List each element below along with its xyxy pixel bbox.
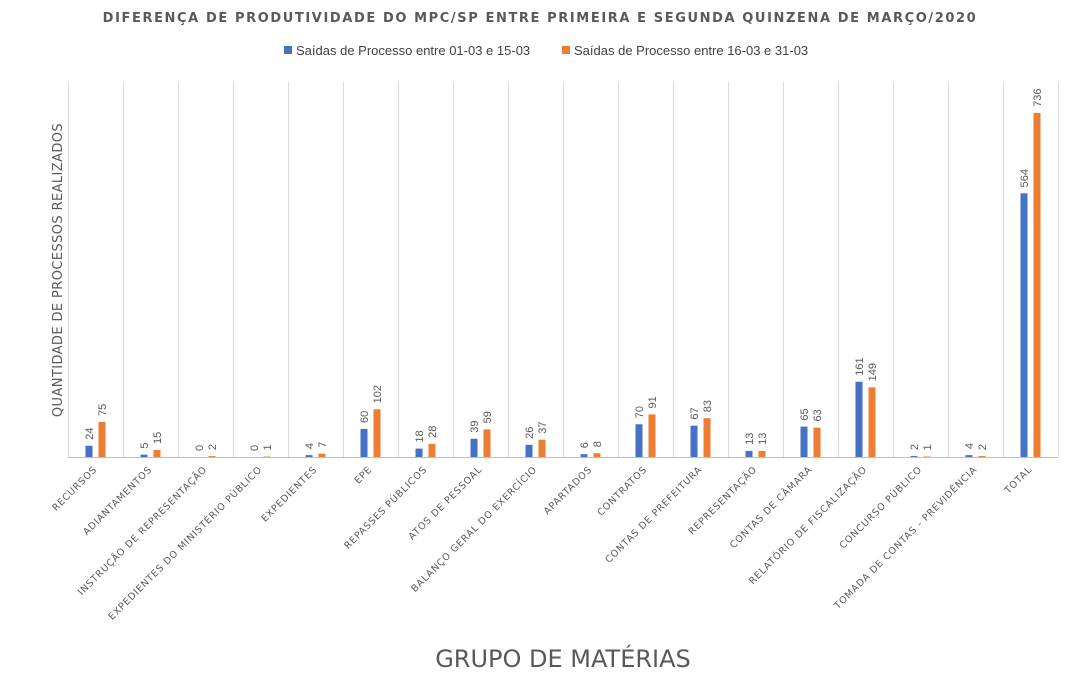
data-label-series-2-7: 59 bbox=[482, 411, 494, 423]
bar-series-2-1 bbox=[153, 449, 161, 457]
legend-label-series-2: Saídas de Processo entre 16-03 e 31-03 bbox=[574, 43, 808, 58]
data-label-series-1-9: 6 bbox=[579, 442, 591, 448]
bar-series-2-7 bbox=[483, 429, 491, 457]
data-label-series-2-5: 102 bbox=[372, 385, 384, 403]
x-tick-label-17: TOTAL bbox=[1002, 464, 1035, 497]
bar-series-2-2 bbox=[208, 456, 216, 457]
data-label-series-1-15: 2 bbox=[909, 444, 921, 450]
data-label-series-2-6: 28 bbox=[427, 426, 439, 438]
bar-series-1-13 bbox=[800, 426, 808, 457]
bar-series-2-10 bbox=[648, 414, 656, 457]
bar-series-2-13 bbox=[813, 427, 821, 457]
bar-series-2-11 bbox=[703, 418, 711, 457]
x-tick-label-5: EPE bbox=[353, 464, 375, 486]
bar-series-1-0 bbox=[85, 445, 93, 457]
x-tick-label-9: APARTADOS bbox=[542, 464, 595, 517]
bar-series-1-16 bbox=[965, 455, 973, 457]
data-label-series-2-1: 15 bbox=[152, 432, 164, 444]
data-label-series-1-6: 18 bbox=[414, 430, 426, 442]
bar-series-1-10 bbox=[635, 424, 643, 457]
data-label-series-1-5: 60 bbox=[359, 411, 371, 423]
bar-series-1-5 bbox=[360, 428, 368, 457]
bar-series-1-14 bbox=[855, 381, 863, 457]
data-label-series-1-2: 0 bbox=[194, 445, 206, 451]
data-label-series-1-13: 65 bbox=[799, 408, 811, 420]
legend-swatch-series-1 bbox=[284, 46, 292, 54]
data-label-series-2-9: 8 bbox=[592, 441, 604, 447]
data-label-series-1-10: 70 bbox=[634, 406, 646, 418]
x-tick-label-10: CONTRATOS bbox=[596, 464, 650, 518]
data-label-series-1-8: 26 bbox=[524, 427, 536, 439]
bar-series-1-4 bbox=[305, 455, 313, 457]
data-label-series-1-1: 5 bbox=[139, 443, 151, 449]
x-tick-label-14: RELATÓRIO DE FISCALIZAÇÃO bbox=[746, 464, 869, 587]
x-axis-title: GRUPO DE MATÉRIAS bbox=[435, 644, 691, 673]
x-tick-label-8: BALANÇO GERAL DO EXERCÍCIO bbox=[409, 464, 540, 595]
bar-series-1-8 bbox=[525, 444, 533, 457]
bar-series-2-0 bbox=[98, 421, 106, 457]
data-label-series-2-3: 1 bbox=[262, 444, 274, 450]
bar-series-2-12 bbox=[758, 450, 766, 457]
bar-series-2-4 bbox=[318, 453, 326, 457]
x-tick-label-4: EXPEDIENTES bbox=[259, 464, 319, 524]
data-label-series-2-0: 75 bbox=[97, 404, 109, 416]
data-label-series-2-10: 91 bbox=[647, 396, 659, 408]
bar-series-1-6 bbox=[415, 448, 423, 457]
data-label-series-1-12: 13 bbox=[744, 433, 756, 445]
bar-series-1-15 bbox=[910, 456, 918, 457]
data-label-series-2-4: 7 bbox=[317, 442, 329, 448]
data-label-series-2-11: 83 bbox=[702, 400, 714, 412]
y-axis-title: QUANTIDADE DE PROCESSOS REALIZADOS bbox=[51, 123, 66, 417]
chart-title: DIFERENÇA DE PRODUTIVIDADE DO MPC/SP ENT… bbox=[103, 11, 978, 26]
data-label-series-1-0: 24 bbox=[84, 428, 96, 440]
data-label-series-1-14: 161 bbox=[854, 357, 866, 375]
data-label-series-2-13: 63 bbox=[812, 409, 824, 421]
bar-series-2-14 bbox=[868, 387, 876, 457]
legend-swatch-series-2 bbox=[562, 46, 570, 54]
data-label-series-2-8: 37 bbox=[537, 421, 549, 433]
legend-label-series-1: Saídas de Processo entre 01-03 e 15-03 bbox=[296, 43, 530, 58]
bar-series-1-9 bbox=[580, 454, 588, 457]
data-label-series-1-17: 564 bbox=[1019, 169, 1031, 187]
bar-series-2-6 bbox=[428, 443, 436, 457]
bar-series-1-7 bbox=[470, 438, 478, 457]
bar-series-1-12 bbox=[745, 450, 753, 457]
x-tick-label-0: RECURSOS bbox=[50, 464, 99, 513]
data-label-series-1-3: 0 bbox=[249, 445, 261, 451]
data-label-series-1-7: 39 bbox=[469, 421, 481, 433]
data-label-series-1-16: 4 bbox=[964, 443, 976, 449]
x-tick-label-11: CONTAS DE PREFEITURA bbox=[603, 464, 704, 565]
data-label-series-2-16: 2 bbox=[977, 444, 989, 450]
data-label-series-1-4: 4 bbox=[304, 443, 316, 449]
bar-series-2-16 bbox=[978, 456, 986, 457]
bar-series-2-5 bbox=[373, 409, 381, 457]
data-label-series-2-14: 149 bbox=[867, 363, 879, 381]
bar-series-2-17 bbox=[1033, 112, 1041, 458]
data-label-series-2-15: 1 bbox=[922, 444, 934, 450]
bar-series-2-9 bbox=[593, 453, 601, 457]
bar-series-1-17 bbox=[1020, 193, 1028, 457]
bar-series-2-8 bbox=[538, 439, 546, 457]
data-label-series-2-12: 13 bbox=[757, 433, 769, 445]
bar-series-1-11 bbox=[690, 425, 698, 457]
data-label-series-1-11: 67 bbox=[689, 407, 701, 419]
bar-series-1-1 bbox=[140, 454, 148, 457]
data-label-series-2-2: 2 bbox=[207, 444, 219, 450]
legend: Saídas de Processo entre 01-03 e 15-03 S… bbox=[284, 43, 808, 58]
data-label-series-2-17: 736 bbox=[1032, 89, 1044, 107]
